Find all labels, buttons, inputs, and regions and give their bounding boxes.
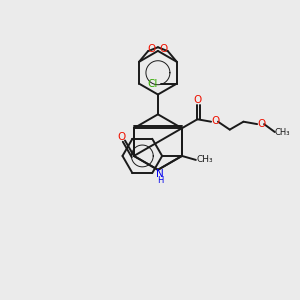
Text: CH₃: CH₃ — [196, 155, 213, 164]
Text: O: O — [193, 95, 202, 106]
Text: O: O — [257, 119, 265, 129]
Text: O: O — [148, 44, 156, 54]
Text: O: O — [160, 44, 168, 54]
Text: H: H — [157, 176, 163, 185]
Text: O: O — [117, 131, 125, 142]
Text: Cl: Cl — [148, 79, 158, 88]
Text: O: O — [211, 116, 219, 126]
Text: CH₃: CH₃ — [275, 128, 290, 136]
Text: N: N — [156, 169, 164, 179]
